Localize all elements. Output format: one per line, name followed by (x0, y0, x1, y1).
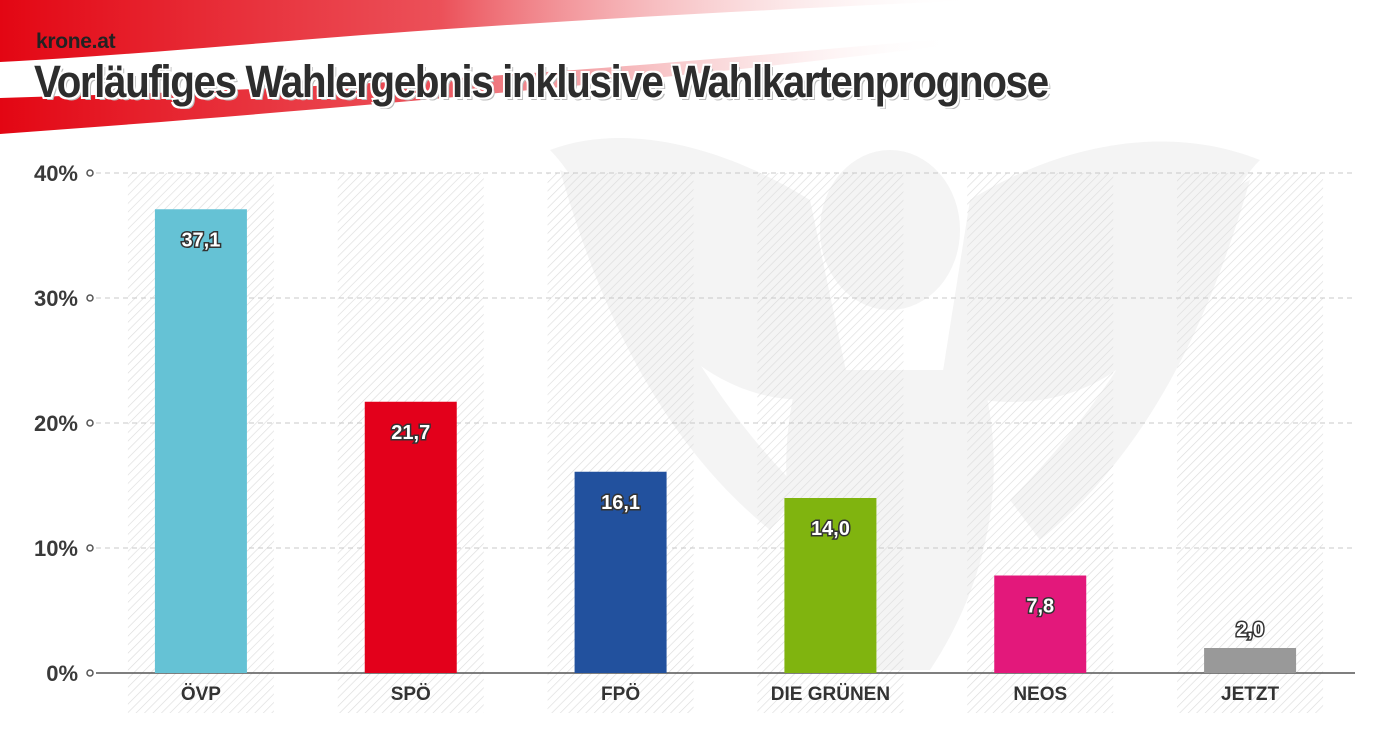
value-label: 21,7 (391, 422, 430, 444)
y-tick-marker (86, 544, 94, 552)
y-tick-label: 30% (34, 286, 78, 311)
y-tick-marker (86, 169, 94, 177)
bar (364, 401, 457, 673)
category-band (1177, 173, 1324, 713)
source-label: krone.at (36, 30, 116, 53)
category-label: NEOS (1013, 684, 1067, 705)
bar (994, 575, 1087, 673)
y-axis: 0% 10% 20% 30% 40% (34, 161, 1355, 686)
category-label: FPÖ (601, 684, 640, 705)
header-banner (0, 0, 980, 134)
category-label: ÖVP (181, 684, 221, 705)
category-labels: ÖVP SPÖ FPÖ DIE GRÜNEN NEOS JETZT (181, 684, 1280, 705)
value-label: 2,0 (1236, 619, 1264, 641)
value-label: 14,0 (811, 518, 850, 540)
y-tick-label: 40% (34, 161, 78, 186)
y-tick-marker (86, 294, 94, 302)
value-label: 7,8 (1026, 596, 1054, 618)
category-label: JETZT (1221, 684, 1279, 705)
value-label: 16,1 (601, 492, 640, 514)
value-labels: 37,1 21,7 16,1 14,0 7,8 2,0 (180, 228, 1266, 643)
y-tick-marker (86, 419, 94, 427)
bars (154, 209, 1297, 673)
category-label: DIE GRÜNEN (771, 684, 890, 705)
bar (574, 471, 667, 673)
y-tick-marker (86, 669, 94, 677)
y-tick-label: 0% (46, 661, 78, 686)
value-label: 37,1 (181, 229, 220, 251)
y-tick-label: 20% (34, 411, 78, 436)
bar (154, 209, 247, 673)
category-label: SPÖ (391, 684, 431, 705)
y-tick-label: 10% (34, 536, 78, 561)
chart-title: Vorläufiges Wahlergebnis inklusive Wahlk… (34, 56, 1049, 107)
bar (1204, 648, 1297, 673)
bar (784, 498, 877, 673)
gridlines (96, 172, 1355, 549)
category-bands (127, 173, 1324, 713)
